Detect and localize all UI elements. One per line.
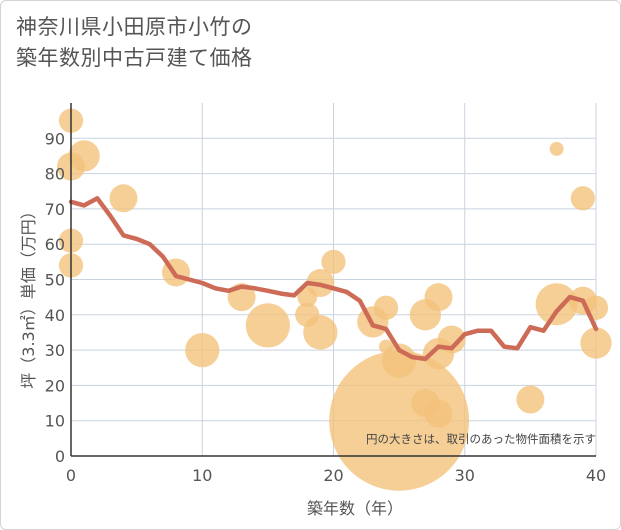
x-axis-title: 築年数（年） xyxy=(307,499,403,518)
bubble-point-26 xyxy=(516,385,545,414)
y-tick-10: 10 xyxy=(45,412,65,431)
bubble-point-32 xyxy=(580,327,612,359)
y-tick-70: 70 xyxy=(45,200,65,219)
y-tick-40: 40 xyxy=(45,306,65,325)
x-tick-20: 20 xyxy=(323,466,343,485)
average-price-line xyxy=(68,196,599,362)
bubble-point-2 xyxy=(68,140,100,172)
bubble-point-7 xyxy=(185,332,220,368)
bubble-point-13 xyxy=(303,315,338,350)
y-tick-0: 0 xyxy=(55,447,65,466)
title-line-2: 築年数別中古戸建て価格 xyxy=(16,46,253,70)
bubble-point-16 xyxy=(373,295,399,320)
tick-labels: 0 10 20 30 40 50 60 70 80 90 0 10 20 30 40 xyxy=(45,129,607,485)
y-tick-90: 90 xyxy=(45,129,65,148)
bubble-point-19 xyxy=(381,343,417,378)
y-tick-50: 50 xyxy=(45,271,65,290)
bubble-point-14 xyxy=(321,249,346,274)
title-line-1: 神奈川県小田原市小竹の xyxy=(16,15,253,39)
grid-lines xyxy=(71,103,597,456)
bubble-point-29 xyxy=(570,186,595,211)
bubble-point-24 xyxy=(424,399,453,428)
axes xyxy=(70,103,596,457)
bubble-point-9 xyxy=(245,303,291,348)
bubble-point-22 xyxy=(424,283,453,312)
y-tick-20: 20 xyxy=(45,376,65,395)
size-note: 円の大きさは、取引のあった物件面積を示す xyxy=(366,432,596,446)
x-tick-30: 30 xyxy=(455,466,475,485)
y-axis-title: 坪（3.3㎡）単価（万円） xyxy=(19,203,38,388)
y-tick-60: 60 xyxy=(45,235,65,254)
bubble-point-5 xyxy=(109,184,138,213)
x-tick-0: 0 xyxy=(66,466,76,485)
y-tick-30: 30 xyxy=(45,341,65,360)
bubble-point-28 xyxy=(535,283,578,326)
x-tick-10: 10 xyxy=(192,466,212,485)
chart-title: 神奈川県小田原市小竹の 築年数別中古戸建て価格 xyxy=(16,12,253,74)
bubble-point-27 xyxy=(549,141,564,156)
x-tick-40: 40 xyxy=(586,466,606,485)
y-tick-80: 80 xyxy=(45,165,65,184)
